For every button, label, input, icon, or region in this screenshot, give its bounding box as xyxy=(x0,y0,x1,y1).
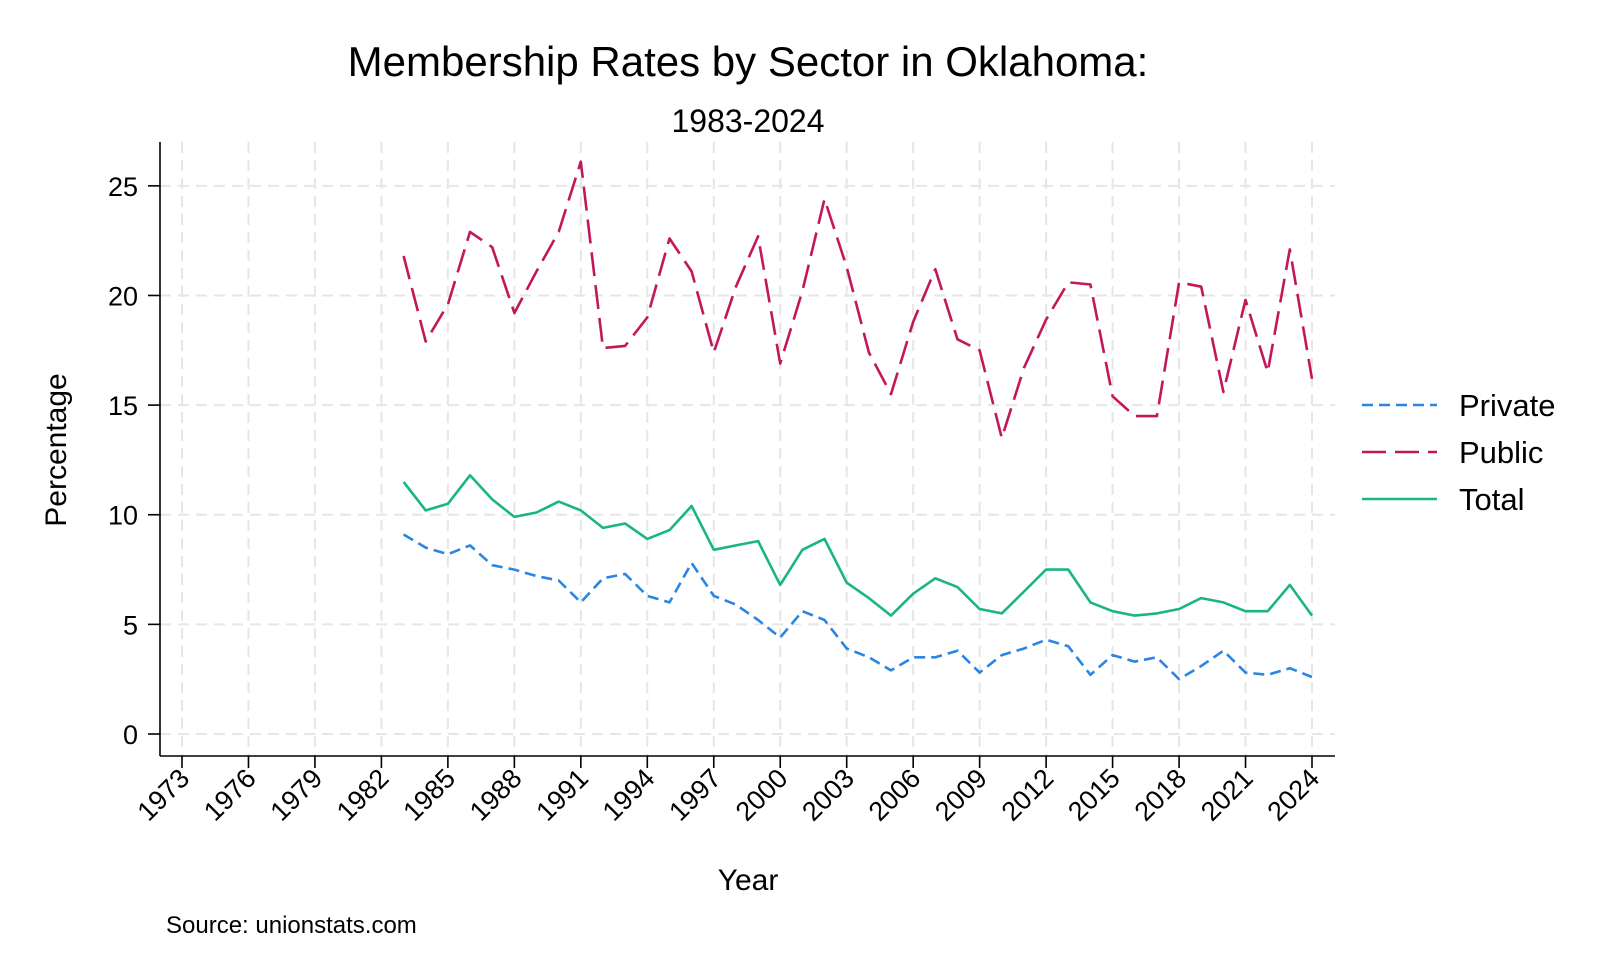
source-note: Source: unionstats.com xyxy=(166,912,417,939)
y-tick-label: 10 xyxy=(108,501,138,531)
axes xyxy=(159,142,1335,757)
x-axis-title: Year xyxy=(718,864,779,897)
legend-label-private: Private xyxy=(1459,388,1555,423)
y-axis-title: Percentage xyxy=(40,373,73,526)
series-lines xyxy=(402,160,1314,681)
legend: Private Public Total xyxy=(1362,388,1555,517)
legend-label-total: Total xyxy=(1459,482,1524,517)
series-line-public xyxy=(402,160,1314,440)
y-tick-label: 0 xyxy=(123,720,138,750)
series-line-total xyxy=(402,474,1314,617)
y-tick-label: 25 xyxy=(108,172,138,202)
y-tick-label: 5 xyxy=(123,610,138,640)
chart-subtitle: 1983-2024 xyxy=(671,103,824,139)
grid xyxy=(160,142,1335,756)
y-tick-label: 15 xyxy=(108,391,138,421)
y-tick-label: 20 xyxy=(108,281,138,311)
chart-title: Membership Rates by Sector in Oklahoma: xyxy=(348,38,1149,85)
y-ticks: 0 5 10 15 20 25 xyxy=(108,172,160,750)
series-line-private xyxy=(402,533,1313,681)
legend-label-public: Public xyxy=(1459,435,1543,470)
